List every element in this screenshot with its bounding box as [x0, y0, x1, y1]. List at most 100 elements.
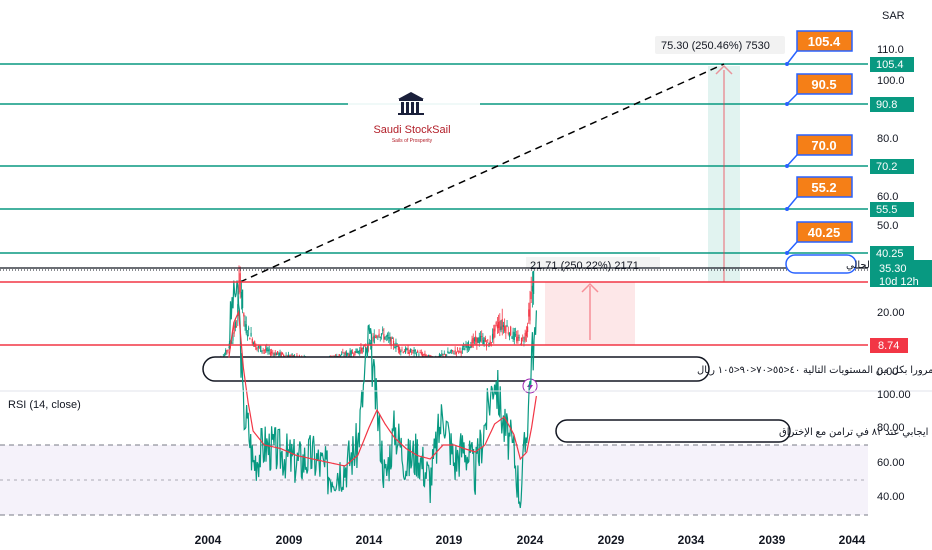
- candle-body: [415, 353, 418, 356]
- candle-body: [226, 350, 228, 352]
- time-tick: 2029: [598, 533, 625, 547]
- candle-body: [471, 339, 473, 347]
- candle-body: [344, 352, 346, 355]
- tag-pointer: [786, 50, 798, 65]
- candle-body: [279, 351, 281, 356]
- candle-body: [225, 349, 227, 355]
- rsi-note[interactable]: مؤشر القوة النسبية ايجابي عند ٨٢ في ترام…: [555, 419, 932, 443]
- candle-body: [231, 342, 233, 344]
- tag-pointer: [786, 154, 798, 167]
- target-tag-label: 105.4: [808, 34, 841, 49]
- price-axis[interactable]: SAR 110.0 100.0 80.0 60.0 50.0 20.00 0.0…: [877, 10, 905, 378]
- time-axis[interactable]: 2004 2009 2014 2019 2024 2029 2034 2039 …: [195, 533, 866, 547]
- candle-body: [418, 354, 420, 356]
- candle-body: [450, 349, 453, 352]
- candle-body: [291, 354, 293, 355]
- level-axis-label: 105.4: [876, 59, 904, 71]
- candle-body: [343, 355, 345, 356]
- candle-body: [287, 354, 290, 358]
- target-tag[interactable]: [796, 73, 853, 95]
- candle-body: [267, 349, 269, 352]
- candle-body: [427, 354, 430, 356]
- candle-body: [458, 351, 460, 353]
- rsi-axis[interactable]: 100.00 80.00 60.00 40.00: [877, 389, 911, 503]
- candle-body: [529, 302, 531, 321]
- candle-body: [495, 322, 497, 325]
- candle-body: [469, 346, 471, 349]
- tag-anchor: [785, 62, 789, 66]
- candle-body: [385, 335, 387, 337]
- candle-body: [394, 346, 396, 348]
- candle-body: [235, 326, 238, 328]
- candle-body: [447, 351, 449, 354]
- target-tag[interactable]: [796, 176, 853, 198]
- candle-body: [251, 338, 253, 344]
- candle-body: [466, 345, 468, 351]
- candle-body: [248, 327, 250, 331]
- candle-body: [360, 346, 362, 352]
- candle-body: [277, 351, 279, 354]
- level-axis-label: 40.25: [876, 248, 904, 260]
- candle-body: [342, 352, 344, 354]
- candle-body: [448, 352, 450, 354]
- candle-body: [379, 336, 381, 338]
- candle-body: [514, 334, 517, 336]
- candle-body: [438, 354, 441, 358]
- candle-body: [460, 351, 462, 354]
- candle-body: [513, 332, 515, 341]
- candle-body: [491, 333, 494, 340]
- candle-body: [504, 325, 506, 332]
- lightning-icon[interactable]: [522, 378, 538, 394]
- candle-body: [361, 348, 363, 354]
- candle-body: [347, 353, 349, 355]
- candle-body: [441, 353, 443, 356]
- target-tag[interactable]: [796, 221, 853, 243]
- candle-body: [483, 339, 485, 345]
- candle-body: [263, 349, 265, 351]
- tag-pointer: [786, 241, 798, 254]
- time-tick: 2034: [678, 533, 705, 547]
- time-tick: 2024: [517, 533, 544, 547]
- candle-body: [254, 341, 256, 347]
- target-tag[interactable]: [796, 30, 853, 52]
- projection-trend-line[interactable]: [239, 63, 725, 283]
- candle-body: [357, 351, 360, 353]
- candle-body: [373, 335, 375, 344]
- price-tick: 60.0: [877, 191, 898, 203]
- candle-body: [391, 338, 393, 339]
- candle-body: [269, 352, 271, 355]
- target-tag-label: 40.25: [808, 225, 841, 240]
- candle-body: [414, 349, 416, 352]
- rsi-pane[interactable]: RSI (14, close) مؤشر القوة النسبية ايجاب…: [0, 280, 932, 516]
- candle-body: [266, 347, 268, 352]
- main-note-text: نادك محققا قمة تاريخية. الهدف القادم عند…: [697, 365, 932, 376]
- candle-body: [392, 340, 395, 346]
- candle-body: [510, 326, 512, 336]
- level-axis-box: [870, 57, 914, 72]
- time-tick: 2014: [356, 533, 383, 547]
- rsi-title: RSI (14, close): [8, 399, 81, 411]
- currency-label[interactable]: SAR: [882, 10, 905, 22]
- candle-body: [487, 339, 489, 341]
- candle-body: [518, 337, 520, 339]
- candle-body: [252, 342, 255, 346]
- candle-body: [244, 320, 246, 327]
- support-axis-label: 8.74: [870, 338, 908, 353]
- candle-body: [233, 325, 235, 334]
- main-note[interactable]: نادك محققا قمة تاريخية. الهدف القادم عند…: [202, 356, 932, 382]
- current-price-callout-box[interactable]: [785, 254, 857, 274]
- candle-body: [407, 348, 409, 354]
- candle-body: [402, 351, 404, 353]
- candle-body: [493, 328, 495, 339]
- current-price-group[interactable]: السعر الحالي 35.30 10d 12h: [0, 254, 932, 288]
- target-tag[interactable]: [796, 134, 853, 156]
- bank-building-icon: [398, 92, 424, 115]
- candle-body: [243, 313, 245, 317]
- candle-body: [511, 337, 513, 339]
- candle-body: [472, 337, 474, 344]
- candle-body: [234, 322, 236, 328]
- rsi-tick: 60.00: [877, 457, 905, 469]
- candle-body: [350, 350, 352, 355]
- candle-body: [237, 304, 239, 316]
- candle-body: [409, 348, 412, 353]
